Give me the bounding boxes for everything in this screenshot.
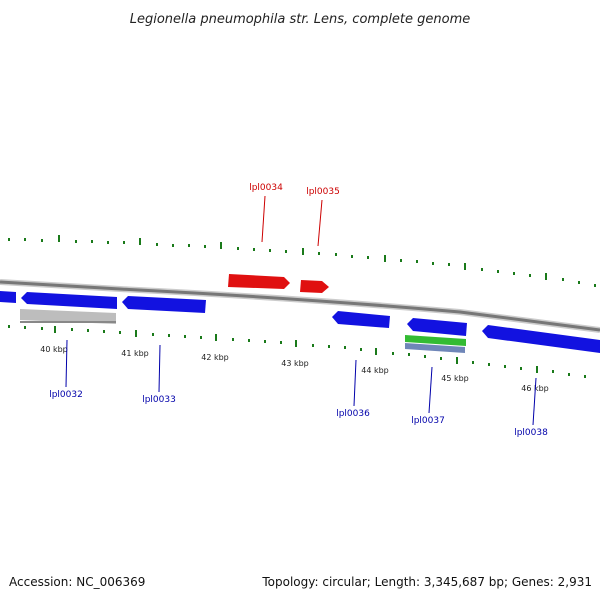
gene-label-lpl0038[interactable]: lpl0038 xyxy=(514,428,548,438)
accession-text: Accession: NC_006369 xyxy=(9,575,145,589)
green-feature-bar[interactable] xyxy=(405,335,466,346)
genome-stats-text: Topology: circular; Length: 3,345,687 bp… xyxy=(261,575,592,589)
genome-title: Legionella pneumophila str. Lens, comple… xyxy=(130,12,471,27)
kbp-label-42: 42 kbp xyxy=(201,353,229,362)
steel-feature-bar[interactable] xyxy=(405,343,465,353)
kbp-label-44: 44 kbp xyxy=(361,366,389,375)
genome-backbone-core xyxy=(0,280,600,332)
gene-label-lpl0032[interactable]: lpl0032 xyxy=(49,390,83,400)
kbp-label-41: 41 kbp xyxy=(121,349,149,358)
gene-label-lpl0037[interactable]: lpl0037 xyxy=(411,416,445,426)
gene-partial-left[interactable] xyxy=(0,291,16,303)
gene-lpl0034[interactable] xyxy=(228,274,290,289)
gene-label-lpl0036[interactable]: lpl0036 xyxy=(336,409,370,419)
kbp-label-40: 40 kbp xyxy=(40,345,68,354)
gene-lpl0035[interactable] xyxy=(300,280,329,293)
pseudo-feature-bar[interactable] xyxy=(20,309,116,324)
lower-tick-row xyxy=(8,325,586,378)
gene-label-lpl0035[interactable]: lpl0035 xyxy=(306,187,340,197)
gene-label-lpl0034[interactable]: lpl0034 xyxy=(249,183,283,193)
pseudo-feature-underline xyxy=(20,321,116,323)
gene-lpl0032[interactable] xyxy=(21,292,117,309)
forward-label-lines xyxy=(261,195,323,247)
upper-tick-row xyxy=(8,235,596,287)
kbp-label-45: 45 kbp xyxy=(441,374,469,383)
kbp-label-43: 43 kbp xyxy=(281,359,309,368)
gene-lpl0038[interactable] xyxy=(482,325,600,353)
gene-lpl0033[interactable] xyxy=(122,296,206,313)
gene-label-lpl0033[interactable]: lpl0033 xyxy=(142,395,176,405)
reverse-label-lines xyxy=(65,339,537,426)
gene-lpl0037[interactable] xyxy=(407,318,467,336)
gene-lpl0036[interactable] xyxy=(332,311,390,328)
